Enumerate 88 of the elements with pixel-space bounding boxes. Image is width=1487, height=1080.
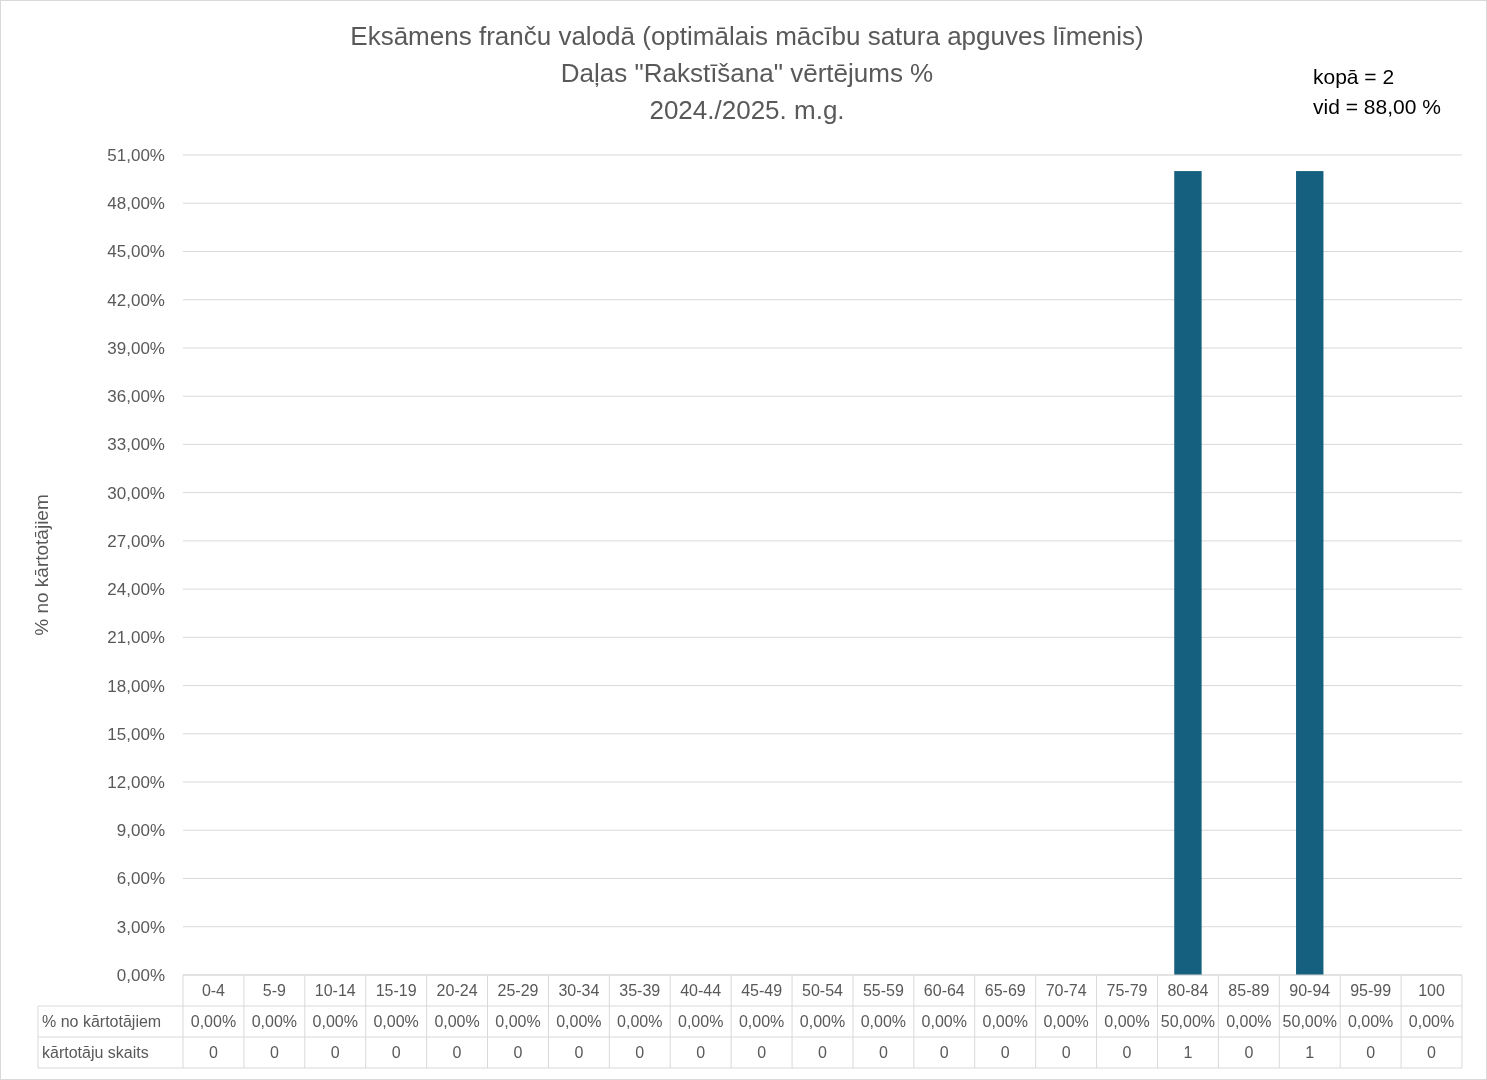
data-label: 0,00% [1347,1013,1394,1031]
y-tick-label: 12,00% [107,773,165,793]
data-label: 0,00% [434,1013,480,1031]
y-tick-label: 30,00% [107,483,165,503]
data-label: 0,00% [251,1013,298,1031]
text: 0 [513,1044,523,1062]
x-tick-label: 45-49 [741,982,783,1000]
y-tick-label: 39,00% [107,338,165,358]
y-tick-label: 24,00% [107,580,165,600]
data-label: 0,00% [617,1013,663,1031]
x-tick-label: 15-19 [375,982,417,1000]
text: 0 [635,1044,645,1062]
data-label: 0,00% [738,1013,785,1031]
text: vid = 88,00 % [1313,95,1441,118]
data-label: 0,00% [312,1013,358,1031]
y-tick-label: 27,00% [107,531,165,551]
x-tick-label: 65-69 [984,982,1026,1000]
x-tick-label: 75-79 [1106,982,1148,1000]
x-tick-label: 30-34 [558,982,600,1000]
text: 0 [1122,1044,1132,1062]
text: 0 [1366,1044,1376,1062]
data-label: 0,00% [799,1013,846,1031]
y-tick-label: 33,00% [107,435,165,455]
text: 0 [818,1044,827,1062]
text: 0 [574,1044,584,1062]
data-label: 0,00% [860,1013,907,1031]
x-tick-label: 95-99 [1350,982,1392,1000]
data-label: 0,00% [1043,1013,1089,1031]
x-tick-label: 85-89 [1228,982,1270,1000]
y-tick-label: 0,00% [116,965,165,985]
text: 0 [1427,1044,1436,1062]
data-label: 0,00% [556,1013,602,1031]
x-tick-label: 20-24 [436,982,478,1000]
x-tick-label: 55-59 [862,982,904,1000]
y-tick-label: 6,00% [116,869,165,889]
x-tick-label: 100 [1418,982,1445,1000]
text: 0 [1000,1044,1010,1062]
text: 0 [452,1044,462,1062]
x-tick-label: 10-14 [314,982,356,1000]
x-tick-label: 60-64 [923,982,965,1000]
text: 0 [757,1044,767,1062]
data-label: 0,00% [373,1013,419,1031]
text: 0 [1061,1044,1071,1062]
text: 0 [330,1044,340,1062]
data-label: 0,00% [1226,1013,1272,1031]
data-label: 0,00% [1408,1013,1455,1031]
y-tick-label: 48,00% [107,194,165,214]
chart-title: Eksāmens franču valodā (optimālais mācību satura apguves līmenis) [350,21,1144,51]
y-tick-label: 9,00% [116,821,165,841]
data-label: 0,00% [1104,1013,1150,1031]
x-tick-label: 40-44 [680,982,722,1000]
text: 0 [391,1044,401,1062]
y-tick-label: 18,00% [107,676,165,696]
y-tick-label: 21,00% [107,628,165,648]
x-tick-label: 50-54 [802,982,844,1000]
text: 0 [269,1044,279,1062]
y-tick-label: 42,00% [107,290,165,310]
data-label: 0,00% [190,1013,237,1031]
data-label: 50,00% [1160,1013,1216,1031]
text: 0 [696,1044,706,1062]
text: 1 [1183,1044,1193,1062]
x-tick-label: 80-84 [1167,982,1209,1000]
text: % no kārtotājiem [42,1013,162,1031]
text: 1 [1305,1044,1315,1062]
data-label: 50,00% [1282,1013,1337,1031]
text: 0 [1244,1044,1254,1062]
y-tick-label: 15,00% [107,724,165,744]
y-tick-label: 3,00% [116,917,165,937]
x-tick-label: 0-4 [201,982,226,1000]
x-tick-label: 25-29 [497,982,539,1000]
text: 0 [209,1044,218,1062]
y-tick-label: 51,00% [107,145,165,165]
data-label: 0,00% [982,1013,1028,1031]
x-tick-label: 35-39 [619,982,661,1000]
text: kārtotāju skaits [42,1044,149,1062]
y-axis-title: % no kārtotājiem [31,494,52,636]
x-tick-label: 90-94 [1289,982,1331,1000]
text: kopā = 2 [1313,65,1395,88]
data-label: 0,00% [678,1013,724,1031]
x-tick-label: 5-9 [262,982,287,1000]
chart-subtitle: Daļas "Rakstīšana" vērtējums % 2024./2025. m.g. [560,58,934,125]
text: 0 [878,1044,888,1062]
text: 0 [939,1044,949,1062]
x-tick-label: 70-74 [1045,982,1087,1000]
y-tick-label: 36,00% [107,387,165,407]
data-label: 0,00% [495,1013,541,1031]
data-label: 0,00% [921,1013,967,1031]
y-tick-label: 45,00% [107,242,165,262]
